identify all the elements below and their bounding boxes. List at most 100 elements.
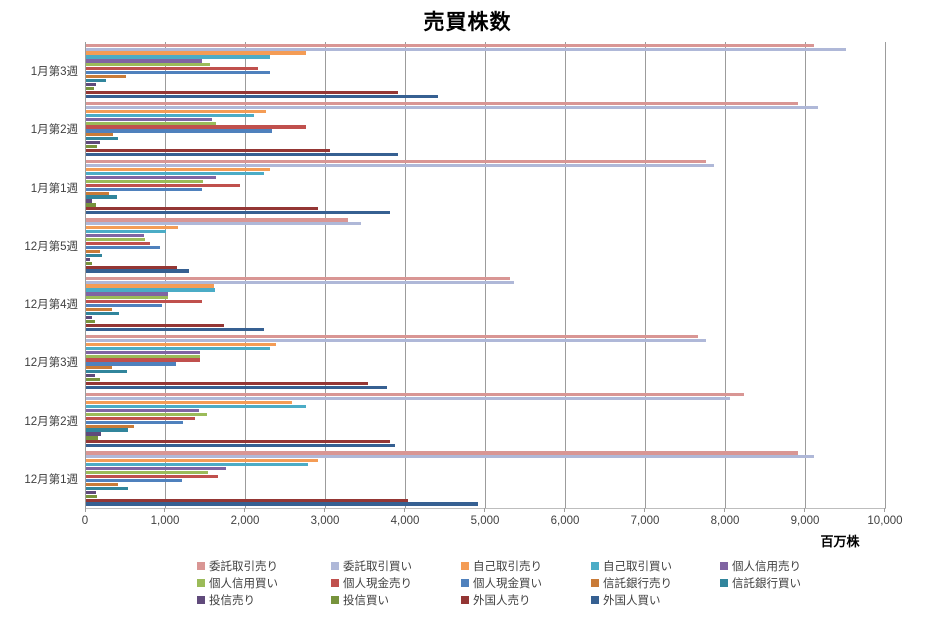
bar bbox=[86, 261, 92, 265]
x-tick-label: 7,000 bbox=[630, 515, 660, 527]
x-tick-label: 8,000 bbox=[710, 515, 740, 527]
legend-item: 投信売り bbox=[197, 591, 331, 608]
bar bbox=[86, 451, 798, 455]
gridline bbox=[485, 42, 486, 508]
legend-label: 投信売り bbox=[209, 594, 255, 607]
bar bbox=[86, 207, 318, 211]
bar bbox=[86, 327, 265, 331]
legend-swatch bbox=[197, 578, 205, 587]
bar bbox=[86, 241, 150, 246]
bar bbox=[86, 105, 818, 109]
bar bbox=[86, 129, 273, 133]
bar bbox=[86, 280, 514, 284]
bar bbox=[86, 338, 706, 342]
x-tick-mark bbox=[164, 508, 165, 512]
bar bbox=[86, 397, 730, 401]
bar bbox=[86, 382, 368, 386]
y-category-label: 12月第4週 bbox=[24, 299, 78, 312]
bar bbox=[86, 195, 118, 199]
x-tick-mark bbox=[324, 508, 325, 512]
bar bbox=[86, 315, 93, 320]
bar bbox=[86, 342, 276, 346]
legend-item: 投信買い bbox=[331, 591, 461, 608]
gridline bbox=[725, 42, 726, 508]
bar bbox=[86, 167, 270, 172]
chart-title: 売買株数 bbox=[423, 11, 512, 34]
bar bbox=[86, 276, 510, 280]
bar bbox=[86, 459, 318, 463]
x-tick-label: 4,000 bbox=[390, 515, 420, 527]
x-tick-mark bbox=[884, 508, 885, 512]
legend-item: 自己取引買い bbox=[591, 557, 720, 574]
gridline bbox=[885, 42, 886, 508]
bar bbox=[86, 412, 207, 416]
bar bbox=[86, 378, 100, 382]
bar bbox=[86, 218, 348, 222]
bar bbox=[86, 498, 409, 502]
legend-label: 個人現金買い bbox=[473, 577, 542, 590]
x-tick-label: 0 bbox=[81, 515, 89, 527]
gridline bbox=[245, 42, 246, 508]
legend-swatch bbox=[197, 595, 205, 604]
gridline bbox=[405, 42, 406, 508]
gridline bbox=[325, 42, 326, 508]
x-axis-unit-label: 百万株 bbox=[820, 534, 860, 549]
x-tick-label: 9,000 bbox=[790, 515, 820, 527]
bar bbox=[86, 179, 203, 183]
bar bbox=[86, 428, 129, 432]
x-tick-mark bbox=[804, 508, 805, 512]
gridline bbox=[565, 42, 566, 508]
y-category-label: 1月第2週 bbox=[30, 124, 78, 137]
bar bbox=[86, 420, 183, 424]
gridline bbox=[165, 42, 166, 508]
x-tick-label: 2,000 bbox=[230, 515, 260, 527]
legend-label: 委託取引売り bbox=[209, 560, 278, 573]
bar bbox=[86, 436, 98, 440]
legend-swatch bbox=[591, 595, 599, 604]
bar bbox=[86, 432, 101, 436]
bar bbox=[86, 187, 202, 191]
legend-item: 信託銀行買い bbox=[720, 574, 801, 591]
bar bbox=[86, 160, 706, 164]
bar bbox=[86, 334, 698, 339]
legend-swatch bbox=[591, 561, 599, 570]
legend-swatch bbox=[461, 561, 469, 570]
bar bbox=[86, 90, 398, 94]
legend-item: 外国人買い bbox=[591, 591, 720, 608]
bar bbox=[86, 141, 100, 145]
legend-item: 自己取引売り bbox=[461, 557, 591, 574]
bar bbox=[86, 370, 127, 374]
bar bbox=[86, 249, 100, 253]
x-tick-label: 1,000 bbox=[150, 515, 180, 527]
bar bbox=[86, 137, 118, 141]
bar bbox=[86, 494, 97, 498]
x-tick-label: 6,000 bbox=[550, 515, 580, 527]
bar bbox=[86, 101, 798, 106]
bar bbox=[86, 211, 390, 215]
bar bbox=[86, 323, 224, 327]
bar bbox=[86, 145, 98, 149]
bar bbox=[86, 444, 395, 448]
legend-item: 外国人売り bbox=[461, 591, 591, 608]
bar bbox=[86, 300, 202, 304]
bar bbox=[86, 121, 217, 125]
bar bbox=[86, 59, 202, 63]
bar bbox=[86, 486, 129, 490]
bar bbox=[86, 311, 119, 316]
bar bbox=[86, 171, 264, 176]
legend-item: 信託銀行売り bbox=[591, 574, 720, 591]
bar bbox=[86, 133, 114, 137]
y-category-label: 12月第5週 bbox=[24, 240, 78, 253]
bar bbox=[86, 164, 714, 168]
bar bbox=[86, 354, 201, 358]
bar bbox=[86, 478, 182, 483]
legend-swatch bbox=[331, 578, 339, 587]
plot-area bbox=[85, 42, 886, 508]
legend-label: 投信買い bbox=[343, 594, 389, 607]
x-axis-line bbox=[85, 508, 886, 509]
bar bbox=[86, 94, 438, 98]
bar bbox=[86, 238, 146, 242]
bar bbox=[86, 308, 113, 312]
bar bbox=[86, 78, 106, 83]
bar bbox=[86, 416, 195, 420]
